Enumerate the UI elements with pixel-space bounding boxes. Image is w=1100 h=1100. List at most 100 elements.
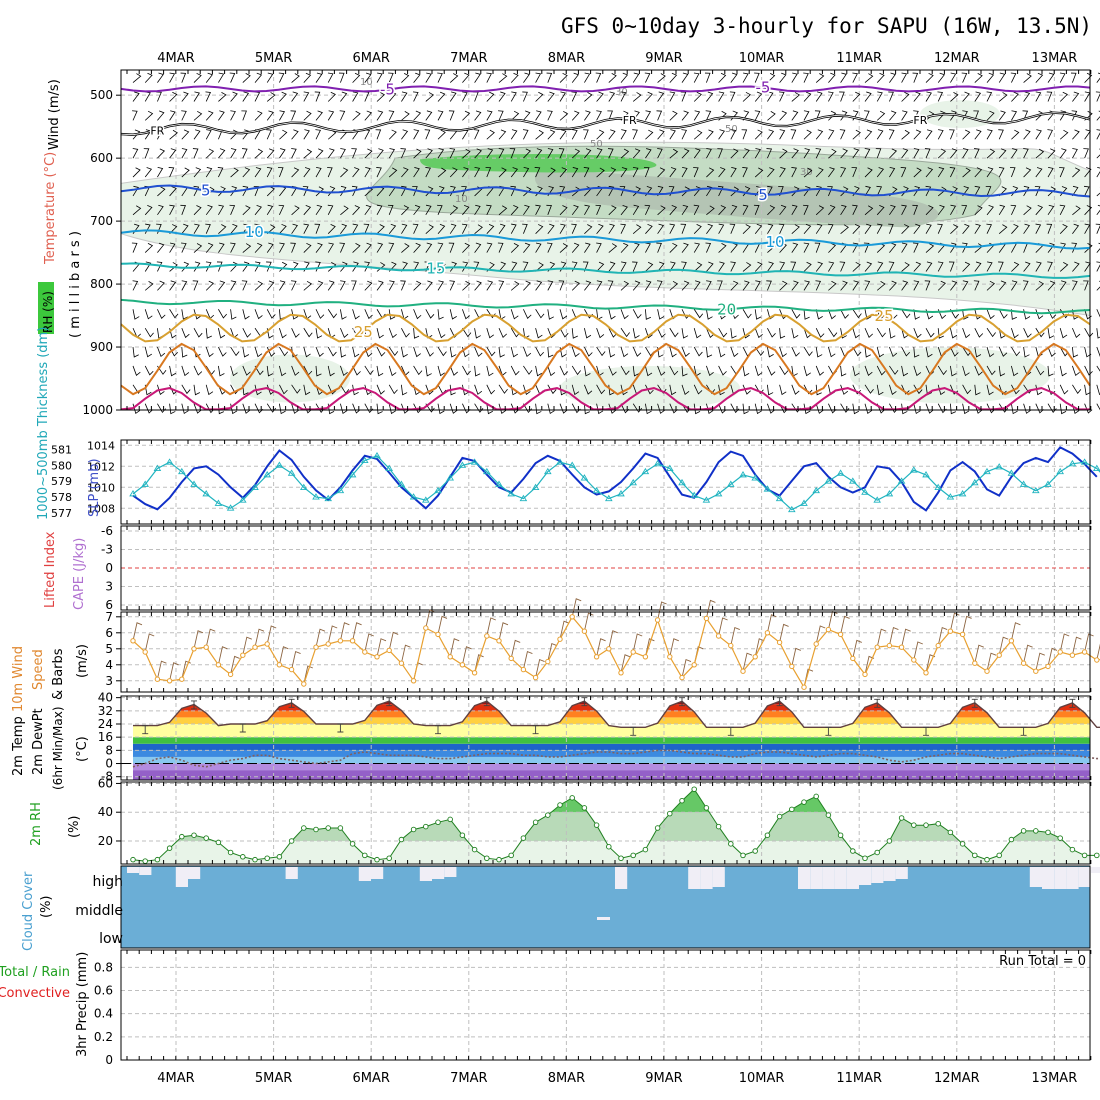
wind10m-point: [264, 641, 270, 647]
wind10m-point: [862, 671, 868, 678]
upper-wind-barb: [230, 110, 236, 121]
upper-wind-barb: [279, 384, 288, 395]
upper-wind-barb: [791, 72, 798, 83]
wind10m-barb: [498, 622, 509, 641]
upper-wind-barb: [510, 346, 519, 358]
cloud-high-gap: [615, 867, 628, 889]
cloud-high-gap: [688, 867, 701, 889]
upper-wind-barb: [388, 403, 396, 415]
upper-wind-barb: [559, 167, 568, 178]
upper-wind-barb: [596, 167, 605, 178]
isotherm-label: 15: [426, 259, 445, 277]
temp-band: [133, 756, 1090, 764]
wind10m-point: [825, 626, 832, 633]
upper-wind-barb: [681, 186, 690, 197]
cloud-panel-frame: [120, 865, 1091, 949]
upper-wind-barb: [486, 384, 496, 395]
upper-wind-barb: [546, 72, 553, 83]
upper-wind-barb: [645, 403, 652, 415]
rh2m-point: [398, 836, 405, 843]
upper-wind-barb: [291, 365, 300, 376]
upper-wind-barb: [157, 309, 166, 319]
wind10m-barb: [1084, 633, 1094, 653]
upper-wind-barb: [608, 327, 618, 338]
upper-wind-barb: [132, 91, 140, 102]
upper-wind-barb: [1072, 327, 1081, 339]
wind10m-barb: [1010, 622, 1021, 641]
precip-panel-frame: [120, 949, 1091, 1061]
upper-wind-barb: [486, 129, 495, 140]
upper-wind-barb: [474, 365, 481, 377]
cloud-high-gap: [846, 867, 859, 889]
upper-wind-barb: [803, 384, 813, 395]
upper-wind-barb: [278, 72, 285, 83]
upper-wind-barb: [1023, 185, 1030, 197]
upper-wind-barb: [986, 365, 996, 376]
wind10m-point: [313, 644, 319, 650]
upper-wind-barb: [474, 110, 482, 121]
upper-wind-barb: [218, 92, 227, 102]
upper-wind-barb: [645, 148, 652, 159]
thickness-point: [275, 461, 284, 468]
ylabel-2m-rh: 2m RH: [29, 802, 44, 846]
upper-wind-barb: [181, 347, 188, 358]
upper-wind-barb: [559, 205, 568, 216]
upper-wind-barb: [254, 72, 263, 83]
upper-wind-barb: [1034, 185, 1041, 197]
upper-wind-barb: [169, 72, 176, 83]
upper-wind-barb: [547, 129, 556, 140]
upper-wind-barb: [608, 346, 616, 358]
upper-wind-barb: [864, 167, 873, 178]
upper-wind-barb: [645, 280, 652, 291]
upper-wind-barb: [779, 261, 786, 272]
upper-wind-barb: [1059, 328, 1068, 339]
upper-wind-barb: [632, 186, 641, 197]
upper-wind-barb: [986, 280, 995, 291]
cloud-high-gap: [859, 867, 872, 885]
li-tick-label: 3: [105, 580, 113, 594]
upper-wind-barb: [144, 365, 154, 376]
upper-wind-barb: [754, 72, 760, 83]
upper-wind-barb: [901, 384, 910, 395]
upper-wind-barb: [632, 280, 641, 291]
upper-wind-barb: [779, 148, 788, 159]
upper-wind-barb: [169, 110, 176, 121]
upper-wind-barb: [266, 72, 274, 83]
upper-wind-barb: [864, 73, 874, 83]
upper-wind-barb: [547, 280, 554, 291]
upper-wind-barb: [657, 384, 667, 394]
upper-wind-barb: [889, 384, 897, 396]
upper-wind-barb: [596, 280, 603, 291]
upper-wind-barb: [1035, 167, 1043, 178]
upper-wind-barb: [840, 403, 850, 413]
upper-wind-barb: [413, 110, 422, 121]
ylabel-thickness: 1000~500mb Thickness (dm): [36, 327, 51, 520]
wind10m-point: [203, 644, 209, 650]
upper-wind-barb: [937, 261, 944, 272]
upper-wind-barb: [498, 327, 508, 338]
upper-wind-barb: [864, 148, 871, 159]
upper-wind-barb: [986, 148, 996, 159]
upper-wind-barb: [925, 261, 933, 272]
upper-wind-barb: [510, 243, 520, 253]
upper-wind-barb: [376, 110, 384, 121]
upper-wind-barb: [1011, 129, 1020, 140]
upper-wind-barb: [608, 365, 617, 376]
upper-wind-barb: [242, 261, 250, 272]
thickness-point: [287, 469, 296, 476]
upper-wind-barb: [303, 91, 310, 102]
upper-wind-barb: [387, 204, 394, 215]
upper-wind-barb: [340, 309, 347, 320]
upper-wind-barb: [413, 204, 421, 216]
upper-wind-barb: [693, 403, 701, 415]
upper-wind-barb: [242, 148, 248, 159]
upper-wind-barb: [547, 223, 555, 234]
wind10m-barb: [705, 599, 716, 619]
wind10m-barb: [156, 660, 167, 680]
upper-wind-barb: [413, 167, 420, 178]
thickness-point: [763, 485, 772, 492]
y-tick-label: 900: [90, 340, 113, 354]
upper-wind-barb: [303, 403, 312, 414]
minmax-whisker: [1020, 726, 1027, 736]
upper-wind-barb: [364, 167, 371, 178]
